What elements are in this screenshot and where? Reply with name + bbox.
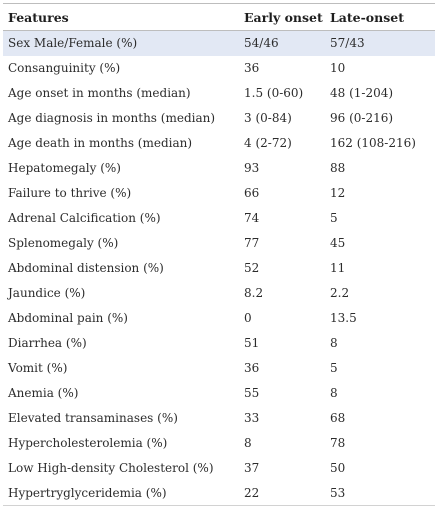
table-row: Age death in months (median) 4 (2-72) 162 … xyxy=(3,131,435,156)
table-row: Adrenal Calcification (%) 74 5 xyxy=(3,206,435,231)
feature-cell: Hypercholesterolemia (%) xyxy=(8,436,168,450)
early-onset-cell: 22 xyxy=(239,480,325,506)
late-onset-cell: 8 xyxy=(330,336,338,350)
late-onset-cell: 5 xyxy=(330,361,338,375)
late-onset-cell: 8 xyxy=(330,386,338,400)
early-onset-cell: 0 xyxy=(244,311,252,325)
early-onset-cell: 36 xyxy=(244,61,260,75)
early-onset-cell: 36 xyxy=(244,361,260,375)
feature-cell: Low High-density Cholesterol (%) xyxy=(8,461,214,475)
feature-cell: Elevated transaminases (%) xyxy=(8,411,178,425)
feature-cell: Abdominal pain (%) xyxy=(8,311,128,325)
feature-cell: Abdominal distension (%) xyxy=(8,261,164,275)
late-onset-cell: 2.2 xyxy=(330,286,350,300)
feature-cell: Splenomegaly (%) xyxy=(8,236,119,250)
feature-cell: Age onset in months (median) xyxy=(8,86,191,100)
early-onset-cell: 8.2 xyxy=(244,286,264,300)
feature-cell: Jaundice (%) xyxy=(8,286,86,300)
table-row: Hypertryglyceridemia (%) 22 53 xyxy=(3,480,435,506)
feature-cell: Adrenal Calcification (%) xyxy=(8,211,161,225)
table-row: Low High-density Cholesterol (%) 37 50 xyxy=(3,456,435,481)
late-onset-cell: 78 xyxy=(330,436,346,450)
late-onset-cell: 96 (0-216) xyxy=(330,111,394,125)
early-onset-cell: 52 xyxy=(244,261,260,275)
table-row: Abdominal distension (%) 52 11 xyxy=(3,256,435,281)
late-onset-cell: 53 xyxy=(325,480,435,506)
late-onset-cell: 45 xyxy=(330,236,346,250)
late-onset-cell: 162 (108-216) xyxy=(330,136,416,150)
early-onset-cell: 51 xyxy=(244,336,260,350)
table-row: Hepatomegaly (%) 93 88 xyxy=(3,156,435,181)
early-onset-cell: 54/46 xyxy=(244,36,279,51)
header-late-onset: Late-onset xyxy=(325,3,435,31)
early-onset-cell: 4 (2-72) xyxy=(244,136,292,150)
early-onset-cell: 37 xyxy=(244,461,260,475)
feature-cell: Vomit (%) xyxy=(8,361,68,375)
early-onset-cell: 3 (0-84) xyxy=(244,111,292,125)
table-row: Failure to thrive (%) 66 12 xyxy=(3,181,435,206)
late-onset-cell: 48 (1-204) xyxy=(330,86,394,100)
feature-cell: Hypertryglyceridemia (%) xyxy=(3,480,239,506)
table-row: Age diagnosis in months (median) 3 (0-84)… xyxy=(3,106,435,131)
table-row: Age onset in months (median) 1.5 (0-60) 48… xyxy=(3,81,435,106)
header-early-onset: Early onset xyxy=(239,3,325,31)
early-onset-cell: 33 xyxy=(244,411,260,425)
feature-cell: Diarrhea (%) xyxy=(8,336,87,350)
table-header: Features Early onset Late-onset xyxy=(3,3,435,31)
feature-cell: Failure to thrive (%) xyxy=(8,186,132,200)
header-features: Features xyxy=(3,3,239,31)
table-row: Abdominal pain (%) 0 13.5 xyxy=(3,306,435,331)
feature-cell: Sex Male/Female (%) xyxy=(8,36,138,51)
table-row: Elevated transaminases (%) 33 68 xyxy=(3,406,435,431)
late-onset-cell: 68 xyxy=(330,411,346,425)
late-onset-cell: 10 xyxy=(330,61,346,75)
early-onset-cell: 55 xyxy=(244,386,260,400)
early-onset-cell: 66 xyxy=(244,186,260,200)
feature-cell: Age diagnosis in months (median) xyxy=(8,111,216,125)
table-row: Hypercholesterolemia (%) 8 78 xyxy=(3,431,435,456)
table-row: Anemia (%) 55 8 xyxy=(3,381,435,406)
feature-cell: Consanguinity (%) xyxy=(8,61,121,75)
late-onset-cell: 5 xyxy=(330,211,338,225)
early-onset-cell: 1.5 (0-60) xyxy=(244,86,304,100)
table-row: Sex Male/Female (%) 54/46 57/43 xyxy=(3,30,435,56)
feature-cell: Age death in months (median) xyxy=(8,136,193,150)
late-onset-cell: 57/43 xyxy=(330,36,365,51)
feature-cell: Anemia (%) xyxy=(8,386,79,400)
clinical-features-table-container: Features Early onset Late-onset Sex Male… xyxy=(3,3,435,506)
feature-cell: Hepatomegaly (%) xyxy=(8,161,121,175)
late-onset-cell: 13.5 xyxy=(330,311,357,325)
table-row: Jaundice (%) 8.2 2.2 xyxy=(3,281,435,306)
early-onset-cell: 93 xyxy=(244,161,260,175)
table-body: Sex Male/Female (%) 54/46 57/43 Consanguini… xyxy=(3,30,435,506)
early-onset-cell: 8 xyxy=(244,436,252,450)
late-onset-cell: 12 xyxy=(330,186,346,200)
table-row: Vomit (%) 36 5 xyxy=(3,356,435,381)
clinical-features-table: Features Early onset Late-onset Sex Male… xyxy=(3,3,435,506)
early-onset-cell: 77 xyxy=(244,236,260,250)
early-onset-cell: 74 xyxy=(244,211,260,225)
table-row: Diarrhea (%) 51 8 xyxy=(3,331,435,356)
late-onset-cell: 11 xyxy=(330,261,346,275)
table-row: Consanguinity (%) 36 10 xyxy=(3,56,435,81)
late-onset-cell: 88 xyxy=(330,161,346,175)
late-onset-cell: 50 xyxy=(330,461,346,475)
table-row: Splenomegaly (%) 77 45 xyxy=(3,231,435,256)
header-row: Features Early onset Late-onset xyxy=(3,3,435,31)
